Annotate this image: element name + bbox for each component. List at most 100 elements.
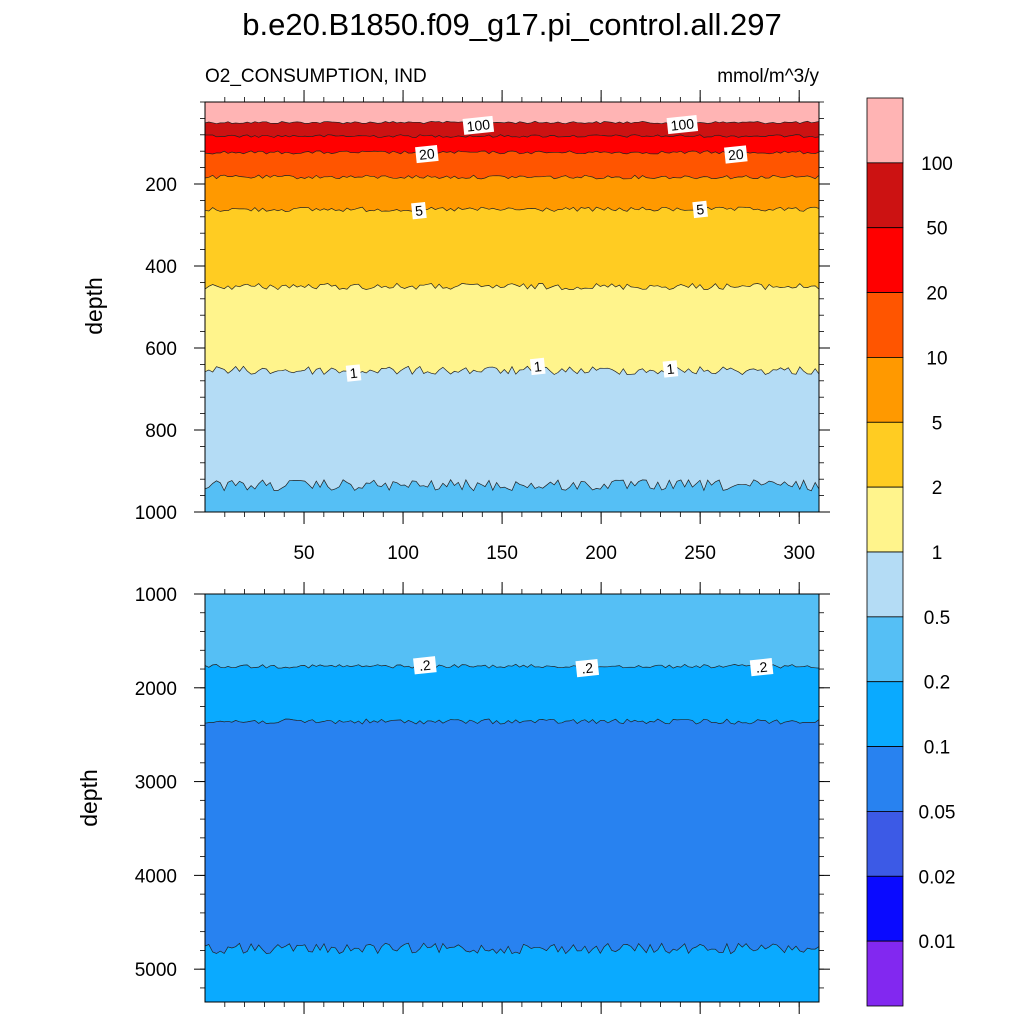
colorbar-label: 50 xyxy=(926,219,947,240)
contour-line xyxy=(205,365,819,375)
contour-band xyxy=(205,175,819,212)
colorbar-label: 1 xyxy=(932,543,943,564)
plot-panel-lower: .2 .2 .2 1000 2000 3000 4000 5000 xyxy=(135,582,830,1014)
colorbar-swatch xyxy=(866,616,904,683)
upper-subtitle-left: O2_CONSUMPTION, IND xyxy=(205,66,427,87)
contour-line xyxy=(205,134,819,138)
contour-line xyxy=(205,206,819,213)
plot-panels: 100 100 20 20 5 5 1 1 1 200 400 600 800 1000 50 100 150 2… xyxy=(135,90,830,1014)
y-tick-label: 800 xyxy=(145,421,177,442)
contour-label: .2 xyxy=(413,656,437,675)
y-tick-label: 200 xyxy=(145,175,177,196)
plot-panel-upper: 100 100 20 20 5 5 1 1 1 200 400 600 800 1000 50 100 150 2… xyxy=(135,90,830,564)
svg-text:1: 1 xyxy=(666,361,676,378)
contour-line xyxy=(205,282,819,291)
svg-text:20: 20 xyxy=(418,145,435,163)
contour-line xyxy=(205,718,819,725)
colorbar-swatch xyxy=(866,875,904,942)
svg-text:20: 20 xyxy=(727,146,744,164)
colorbar-swatch xyxy=(866,292,904,358)
contour-label: 100 xyxy=(462,115,495,135)
colorbar-label: 100 xyxy=(921,154,953,175)
x-tick-label: 100 xyxy=(387,543,419,564)
contour-band xyxy=(205,719,819,954)
contour-line xyxy=(205,120,819,125)
contour-band xyxy=(205,121,819,138)
y-tick-label: 1000 xyxy=(135,585,177,606)
colorbar-label: 0.5 xyxy=(924,608,950,629)
contour-band xyxy=(205,594,819,669)
colorbar-swatch xyxy=(866,746,904,812)
colorbar: 100 50 20 10 5 2 1 0.5 0.2 0.1 0.05 0.02 0.01 xyxy=(866,97,956,1007)
colorbar-swatch xyxy=(866,97,904,164)
contour-band xyxy=(205,943,819,1002)
chart-title: b.e20.B1850.f09_g17.pi_control.all.297 xyxy=(242,7,782,42)
colorbar-label: 5 xyxy=(932,413,943,434)
y-tick-label: 4000 xyxy=(135,866,177,887)
contour-label: .2 xyxy=(575,658,600,678)
svg-text:100: 100 xyxy=(466,116,491,134)
contour-label: 1 xyxy=(345,364,362,382)
contour-label: 100 xyxy=(666,115,699,135)
x-tick-label: 150 xyxy=(486,543,518,564)
svg-text:100: 100 xyxy=(670,115,695,133)
contour-band xyxy=(205,283,819,375)
upper-subtitle-right: mmol/m^3/y xyxy=(717,66,819,87)
colorbar-label: 0.02 xyxy=(919,867,956,888)
upper-y-axis-label: depth xyxy=(81,277,107,335)
y-tick-label: 400 xyxy=(145,257,177,278)
x-tick-label: 200 xyxy=(585,543,617,564)
contour-line xyxy=(205,174,819,180)
contour-band xyxy=(205,207,819,290)
lower-y-axis-label: depth xyxy=(76,769,102,827)
colorbar-swatch xyxy=(866,486,904,553)
contour-label: 20 xyxy=(415,144,439,164)
svg-text:.2: .2 xyxy=(418,657,431,674)
y-tick-label: 600 xyxy=(145,339,177,360)
plot-frame xyxy=(204,101,820,513)
svg-text:1: 1 xyxy=(349,365,359,382)
y-tick-label: 3000 xyxy=(135,773,177,794)
colorbar-label: 0.01 xyxy=(919,932,956,953)
svg-text:.2: .2 xyxy=(581,660,594,677)
contour-band xyxy=(205,366,819,491)
x-tick-label: 300 xyxy=(783,543,815,564)
colorbar-swatch xyxy=(866,421,904,488)
svg-text:5: 5 xyxy=(414,202,424,219)
y-tick-label: 5000 xyxy=(135,960,177,981)
contour-fills xyxy=(205,594,819,1002)
contour-label: 1 xyxy=(662,360,679,378)
colorbar-swatch xyxy=(866,227,904,293)
contour-band xyxy=(205,150,819,179)
plot-frame xyxy=(204,593,820,1003)
colorbar-swatch xyxy=(866,811,904,877)
colorbar-label: 0.1 xyxy=(924,738,950,759)
colorbar-swatch xyxy=(866,551,904,618)
svg-text:.2: .2 xyxy=(755,659,768,676)
contour-line xyxy=(205,942,819,955)
colorbar-label: 0.05 xyxy=(919,802,956,823)
colorbar-swatch xyxy=(866,940,904,1007)
contour-label: 20 xyxy=(724,145,748,164)
colorbar-swatch xyxy=(866,681,904,747)
contour-label: 5 xyxy=(411,201,427,220)
svg-text:1: 1 xyxy=(533,358,543,375)
contour-line xyxy=(205,150,819,155)
contour-band xyxy=(205,134,819,154)
colorbar-label: 10 xyxy=(926,348,947,369)
x-tick-label: 250 xyxy=(684,543,716,564)
x-tick-label: 50 xyxy=(293,543,314,564)
colorbar-label: 20 xyxy=(926,284,947,305)
colorbar-label: 2 xyxy=(932,478,943,499)
contour-band xyxy=(205,102,819,124)
y-tick-label: 1000 xyxy=(135,503,177,524)
colorbar-swatch xyxy=(866,162,904,229)
contour-fills xyxy=(205,102,819,512)
svg-text:5: 5 xyxy=(695,201,705,218)
contour-line xyxy=(205,478,819,492)
contour-label: 5 xyxy=(692,200,708,219)
contour-label: .2 xyxy=(749,658,774,677)
contour-band xyxy=(205,664,819,725)
contour-label: 1 xyxy=(529,357,546,376)
